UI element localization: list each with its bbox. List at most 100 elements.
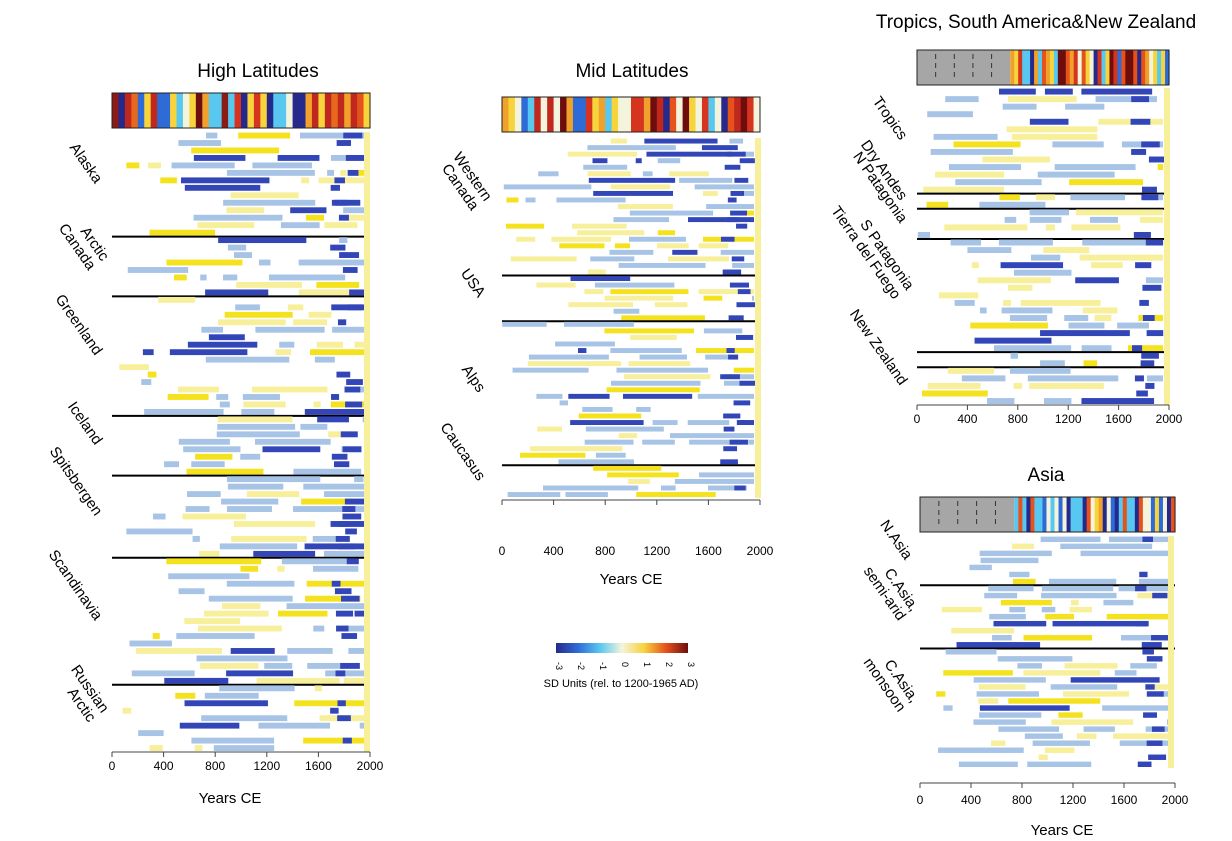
proxy-segment [200, 662, 259, 669]
x-tick-label: 0 [499, 544, 506, 558]
proxy-segment-recent [1141, 141, 1160, 148]
proxy-segment-recent [337, 715, 351, 722]
proxy-segment-recent [1134, 375, 1144, 382]
proxy-segment [530, 446, 623, 452]
proxy-segment [1041, 585, 1114, 592]
proxy-segment [227, 483, 284, 490]
proxy-segment-recent [331, 453, 348, 460]
colorbar-segment [508, 97, 516, 132]
proxy-segment [689, 439, 742, 445]
colorbar-segment [1153, 50, 1158, 85]
proxy-segment [1051, 719, 1134, 725]
proxy-segment [706, 204, 754, 209]
colorbar-segment [112, 93, 120, 128]
proxy-segment-recent [730, 190, 745, 196]
proxy-segment [187, 491, 221, 498]
colorbar-segment [1049, 50, 1055, 85]
proxy-segment [1113, 733, 1169, 739]
proxy-segment [218, 319, 286, 326]
region-spitsbergen [126, 476, 365, 557]
proxy-segment [240, 453, 261, 460]
x-tick-label: 1600 [695, 544, 722, 558]
colorbar-segment [1014, 497, 1019, 532]
colorbar-segment [170, 93, 178, 128]
proxy-segment [1075, 277, 1119, 284]
proxy-segment [219, 543, 298, 550]
proxy-segment [934, 171, 1005, 178]
colorbar-segment [150, 93, 158, 128]
proxy-segment [610, 138, 627, 144]
proxy-segment [348, 648, 364, 654]
proxy-segment [219, 685, 295, 692]
proxy-segment-recent [1142, 315, 1155, 321]
proxy-segment [635, 158, 642, 164]
colorbar-segment [560, 97, 568, 132]
proxy-segment [316, 341, 343, 348]
proxy-segment-recent [340, 431, 358, 438]
proxy-segment [997, 656, 1073, 662]
proxy-segment-recent [722, 269, 742, 275]
proxy-segment [943, 670, 1013, 676]
proxy-segment [280, 222, 320, 229]
colorbar-segment [344, 93, 352, 128]
proxy-segment [1024, 733, 1063, 739]
proxy-segment [313, 625, 325, 632]
proxy-segment [938, 292, 979, 299]
proxy-segment-recent [1151, 635, 1170, 641]
colorbar-segment [637, 97, 645, 132]
proxy-segment [1050, 684, 1118, 690]
colorbar-segment [176, 93, 184, 128]
proxy-segment [1041, 606, 1056, 613]
colorbar-segment [1045, 50, 1051, 85]
proxy-segment [1052, 620, 1148, 627]
proxy-segment [213, 745, 275, 751]
proxy-segment [174, 274, 187, 281]
colorbar-segment [1062, 497, 1068, 532]
proxy-segment [221, 498, 279, 505]
proxy-segment-recent [330, 244, 346, 251]
proxy-segment [314, 685, 323, 692]
colorbar-tick: 1 [642, 662, 652, 667]
proxy-segment-recent [1133, 232, 1151, 238]
proxy-segment [698, 289, 754, 295]
proxy-segment [594, 282, 675, 288]
colorbar-segment [286, 93, 294, 128]
proxy-segment [1013, 269, 1072, 276]
proxy-segment-recent [728, 315, 744, 321]
proxy-segment [298, 289, 364, 296]
region-label: Iceland [64, 399, 106, 448]
proxy-segment [973, 719, 1026, 725]
proxy-segment [1004, 216, 1017, 223]
proxy-segment [324, 222, 358, 229]
proxy-segment-recent [336, 625, 349, 632]
proxy-segment-recent [737, 289, 751, 295]
proxy-segment-recent [720, 236, 735, 242]
proxy-segment [307, 662, 343, 669]
colorbar-segment [1161, 50, 1166, 85]
proxy-segment [227, 244, 247, 251]
region-label: USA [457, 266, 489, 301]
proxy-segment [1130, 663, 1157, 669]
proxy-segment [323, 550, 364, 557]
proxy-segment [604, 295, 674, 301]
proxy-segment [226, 580, 295, 587]
proxy-segment [917, 232, 931, 238]
proxy-segment [720, 249, 754, 255]
proxy-segment [1064, 315, 1089, 321]
proxy-segment [1011, 133, 1098, 140]
proxy-segment [1040, 360, 1065, 367]
proxy-segment [610, 184, 671, 190]
colorbar-segment [650, 97, 658, 132]
x-tick-label: 1200 [1055, 412, 1082, 426]
proxy-segment [186, 468, 264, 475]
proxy-segment [141, 379, 152, 385]
colorbar-segment [540, 97, 548, 132]
proxy-segment [222, 603, 261, 610]
colorbar-segment [1018, 497, 1023, 532]
proxy-segment [1007, 284, 1033, 291]
proxy-segment [343, 677, 364, 684]
colorbar-segment [1133, 50, 1138, 85]
proxy-segment [1029, 118, 1069, 125]
proxy-segment [1103, 599, 1134, 606]
colorbar-segment [682, 97, 690, 132]
